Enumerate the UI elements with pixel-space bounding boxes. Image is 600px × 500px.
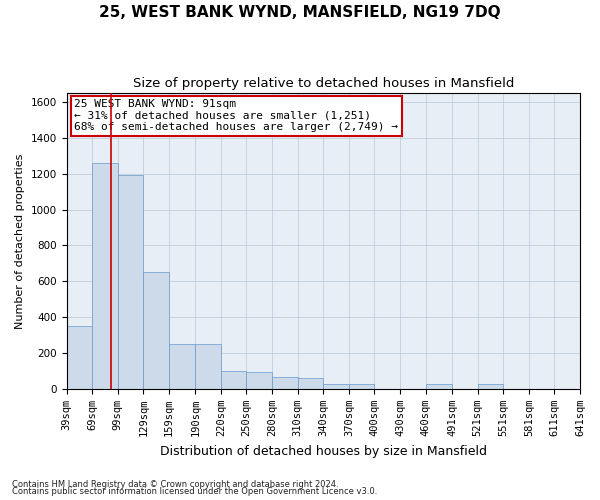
Y-axis label: Number of detached properties: Number of detached properties [15,154,25,328]
Bar [92,163,118,389]
Text: Contains HM Land Registry data © Crown copyright and database right 2024.: Contains HM Land Registry data © Crown c… [12,480,338,489]
Bar [143,272,169,389]
Bar [169,344,196,389]
Bar [298,378,323,389]
Text: 25, WEST BANK WYND, MANSFIELD, NG19 7DQ: 25, WEST BANK WYND, MANSFIELD, NG19 7DQ [99,5,501,20]
Text: 25 WEST BANK WYND: 91sqm
← 31% of detached houses are smaller (1,251)
68% of sem: 25 WEST BANK WYND: 91sqm ← 31% of detach… [74,99,398,132]
Bar [349,384,374,389]
X-axis label: Distribution of detached houses by size in Mansfield: Distribution of detached houses by size … [160,444,487,458]
Bar [118,174,143,389]
Bar [323,384,349,389]
Bar [478,384,503,389]
Bar [425,384,452,389]
Bar [221,371,247,389]
Bar [247,372,272,389]
Text: Contains public sector information licensed under the Open Government Licence v3: Contains public sector information licen… [12,487,377,496]
Title: Size of property relative to detached houses in Mansfield: Size of property relative to detached ho… [133,78,514,90]
Bar [67,326,92,389]
Bar [272,378,298,389]
Bar [196,344,221,389]
